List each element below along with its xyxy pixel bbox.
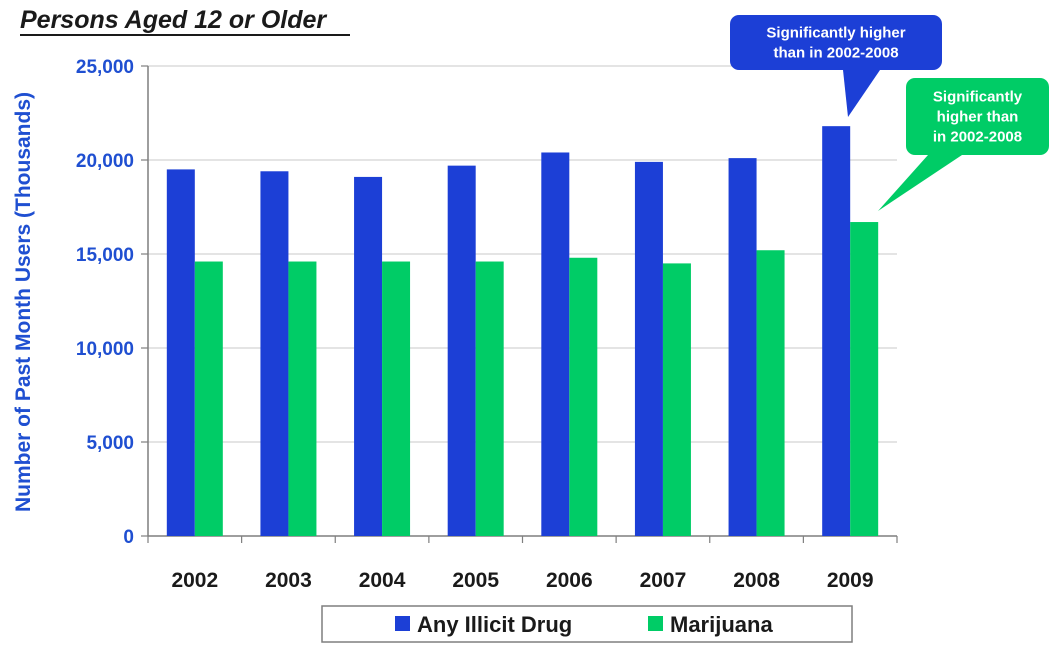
x-tick-label: 2003 — [265, 569, 312, 592]
bar-any-illicit-drug-2003 — [260, 171, 289, 536]
y-tick-label: 5,000 — [86, 433, 134, 454]
y-tick-label: 10,000 — [76, 339, 134, 360]
bar-marijuana-2004 — [382, 261, 411, 536]
x-tick-label: 2009 — [827, 569, 874, 592]
callout-text-line: higher than — [937, 109, 1019, 126]
bar-marijuana-2008 — [756, 250, 785, 537]
callout-text-line: Significantly higher — [766, 25, 905, 42]
x-tick-label: 2004 — [359, 569, 406, 592]
legend-label-any-illicit-drug: Any Illicit Drug — [417, 612, 572, 637]
y-tick-label: 25,000 — [76, 57, 134, 78]
y-tick-label: 15,000 — [76, 245, 134, 266]
callout-pointer — [878, 155, 962, 211]
x-tick-label: 2005 — [452, 569, 499, 592]
y-tick-label: 0 — [123, 527, 134, 548]
callout-marijuana: Significantly higher than in 2002-2008 — [878, 78, 1049, 211]
bar-marijuana-2007 — [662, 263, 691, 536]
x-tick-label: 2002 — [171, 569, 218, 592]
bar-any-illicit-drug-2005 — [447, 165, 476, 536]
bar-any-illicit-drug-2006 — [541, 152, 570, 537]
callout-box — [906, 78, 1049, 155]
callout-text-line: Significantly — [933, 89, 1023, 106]
legend-swatch-marijuana — [648, 616, 663, 631]
legend-box — [321, 605, 853, 643]
bar-any-illicit-drug-2007 — [634, 161, 663, 536]
bars — [166, 126, 879, 537]
callout-box — [730, 15, 942, 70]
y-axis-label: Number of Past Month Users (Thousands) — [12, 92, 35, 512]
x-tick-label: 2007 — [640, 569, 687, 592]
callout-pointer — [843, 70, 880, 117]
legend-label-marijuana: Marijuana — [670, 612, 773, 637]
bar-marijuana-2003 — [288, 261, 317, 536]
y-tick-label: 20,000 — [76, 151, 134, 172]
bar-marijuana-2009 — [850, 222, 879, 537]
callout-text-line: in 2002-2008 — [933, 129, 1022, 146]
chart-subtitle: Persons Aged 12 or Older — [20, 6, 327, 34]
bar-marijuana-2006 — [569, 257, 598, 536]
x-tick-label: 2008 — [733, 569, 780, 592]
callout-any-illicit-drug: Significantly higher than in 2002-2008 — [730, 15, 942, 117]
bar-any-illicit-drug-2002 — [166, 169, 195, 536]
bar-any-illicit-drug-2009 — [822, 126, 851, 536]
bar-any-illicit-drug-2008 — [728, 158, 757, 536]
gridlines — [148, 65, 897, 443]
x-tick-label: 2006 — [546, 569, 593, 592]
bar-marijuana-2005 — [475, 261, 504, 536]
bar-marijuana-2002 — [194, 261, 223, 536]
legend-swatch-any-illicit-drug — [395, 616, 410, 631]
callout-text-line: than in 2002-2008 — [773, 45, 898, 62]
legend: Any Illicit Drug Marijuana — [321, 605, 853, 643]
bar-any-illicit-drug-2004 — [354, 176, 383, 537]
